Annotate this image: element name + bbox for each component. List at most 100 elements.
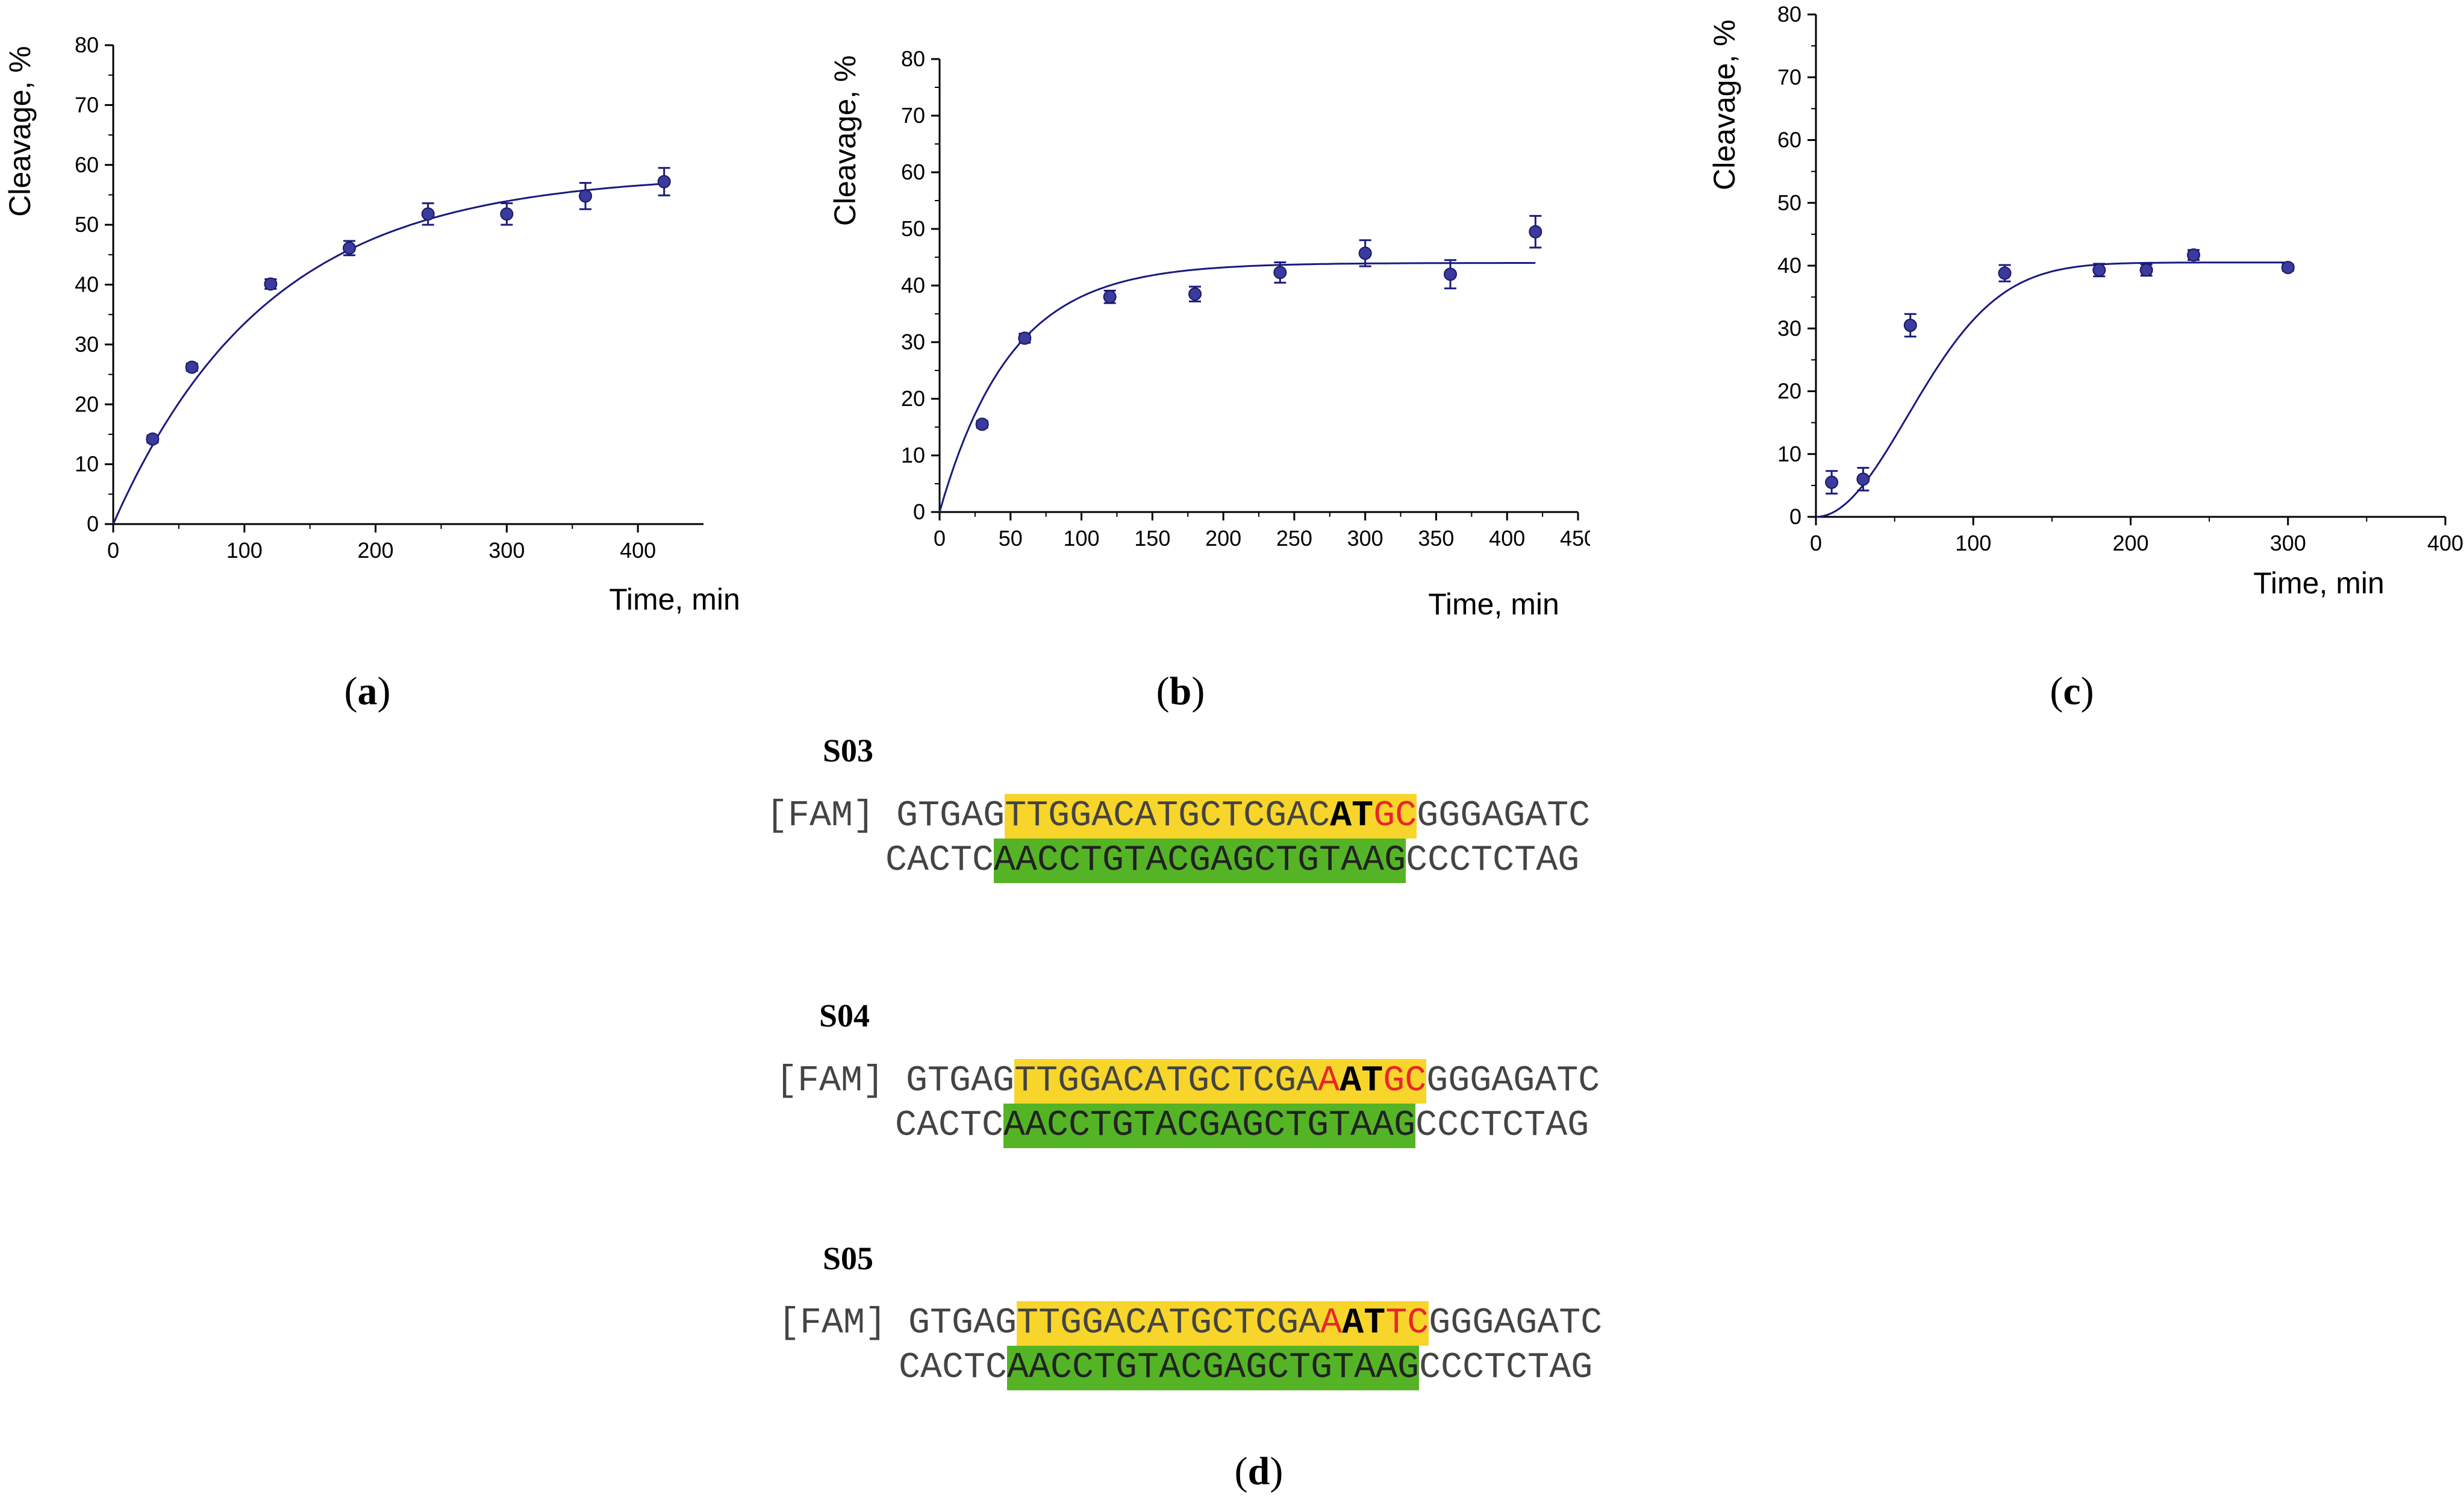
- data-point: [2139, 263, 2153, 277]
- flank-right: CCCTCTAG: [1419, 1348, 1593, 1389]
- hl-plain: TTGGACATGCTCGA: [1017, 1303, 1321, 1344]
- highlight-top: TTGGACATGCTCGACATGC: [1005, 794, 1417, 839]
- highlight-bottom: AACCTGTACGAGCTGTAAG: [1007, 1346, 1420, 1390]
- x-tick-label: 200: [358, 538, 394, 563]
- data-point: [1103, 290, 1117, 304]
- seq-s03-bottom: CACTCAACCTGTACGAGCTGTAAGCCCTCTAG: [885, 839, 1579, 883]
- x-tick-label: 0: [1810, 531, 1822, 555]
- x-tick-label: 450: [1560, 526, 1590, 551]
- data-point: [421, 207, 435, 221]
- fam-label: [FAM]: [776, 1061, 885, 1102]
- data-point: [2092, 263, 2106, 277]
- hl-red-end: TC: [1385, 1303, 1429, 1344]
- panel-label-c: (c): [2050, 669, 2094, 713]
- data-point: [1856, 472, 1870, 486]
- data-point: [264, 277, 278, 291]
- x-tick-label: 0: [107, 538, 119, 563]
- data-point: [1018, 331, 1032, 345]
- x-axis-label: Time, min: [609, 583, 740, 616]
- chart-c: 0 10 20 30 40 50 60 70 80 0 100 200 300 400 Time, min C…: [1708, 2, 2463, 600]
- y-tick-label: 0: [1789, 504, 1801, 529]
- hl-mut: A: [1320, 1303, 1343, 1344]
- panel-label-a: (a): [344, 669, 391, 713]
- highlight-bottom: AACCTGTACGAGCTGTAAG: [994, 839, 1406, 883]
- seq-title-s03: S03: [823, 733, 874, 769]
- flank-left: GTGAG: [896, 796, 1005, 837]
- data-point: [657, 175, 671, 189]
- x-tick-label: 300: [488, 538, 525, 563]
- y-tick-label: 50: [901, 216, 925, 241]
- y-tick-label: 10: [901, 443, 925, 467]
- y-tick-label: 50: [1777, 190, 1801, 215]
- y-tick-label: 20: [1777, 379, 1801, 404]
- x-axis-label: Time, min: [1428, 587, 1559, 621]
- data-point: [1825, 475, 1839, 489]
- data-point: [579, 189, 592, 203]
- data-point: [146, 432, 160, 446]
- data-point: [1529, 225, 1542, 239]
- y-tick-label: 80: [1777, 2, 1801, 27]
- x-tick-label: 400: [1489, 526, 1525, 551]
- x-tick-label: 200: [1205, 526, 1241, 551]
- data-point: [975, 417, 989, 431]
- flank-left: GTGAG: [908, 1303, 1017, 1344]
- hl-red-end: GC: [1383, 1061, 1427, 1102]
- hl-plain: TTGGACATGCTCGAC: [1005, 796, 1330, 837]
- y-tick-label: 60: [1777, 128, 1801, 152]
- fit-curve: [938, 262, 1536, 513]
- y-tick-label: 40: [1777, 253, 1801, 278]
- data-point: [1903, 319, 1917, 333]
- chart-b: 0 10 20 30 40 50 60 70 80 0 50 100 150 200 250 300 350 40…: [828, 46, 1590, 621]
- y-tick-label: 70: [1777, 64, 1801, 89]
- y-axis-label: Cleavage, %: [1708, 19, 1741, 190]
- data-point: [500, 207, 514, 221]
- data-point: [1188, 287, 1202, 301]
- flank-right: CCCTCTAG: [1406, 840, 1580, 881]
- y-tick-label: 70: [901, 103, 925, 128]
- flank-right: GGGAGATC: [1417, 796, 1591, 837]
- flank-left: CACTC: [885, 840, 994, 881]
- x-tick-label: 200: [2112, 531, 2148, 555]
- y-tick-label: 20: [901, 386, 925, 411]
- seq-title-s04: S04: [819, 998, 870, 1034]
- x-tick-label: 150: [1134, 526, 1170, 551]
- fit-curve: [112, 183, 664, 525]
- x-tick-label: 100: [1064, 526, 1100, 551]
- hl-bold: AT: [1330, 796, 1374, 837]
- data-point: [1273, 266, 1287, 280]
- data-point: [2281, 261, 2295, 275]
- highlight-top: TTGGACATGCTCGAAATTC: [1017, 1301, 1429, 1346]
- y-tick-label: 60: [75, 152, 99, 177]
- data-point: [1444, 267, 1457, 281]
- y-tick-label: 40: [75, 272, 99, 297]
- fam-label: [FAM]: [778, 1303, 887, 1344]
- x-tick-label: 350: [1418, 526, 1454, 551]
- y-axis-label: Cleavage, %: [828, 55, 862, 226]
- y-tick-label: 70: [75, 92, 99, 117]
- y-tick-label: 0: [913, 499, 925, 524]
- x-tick-label: 50: [999, 526, 1023, 551]
- hl-bold: AT: [1340, 1061, 1383, 1102]
- y-tick-label: 60: [901, 160, 925, 184]
- y-tick-label: 20: [75, 392, 99, 416]
- y-tick-label: 50: [75, 212, 99, 237]
- seq-title-s05: S05: [823, 1240, 874, 1276]
- flank-right: GGGAGATC: [1429, 1303, 1603, 1344]
- data-point: [2187, 248, 2200, 262]
- y-tick-label: 0: [87, 511, 99, 536]
- x-tick-label: 100: [226, 538, 263, 563]
- fit-curve: [1815, 261, 2288, 518]
- data-point: [185, 360, 199, 374]
- y-tick-label: 30: [1777, 316, 1801, 340]
- seq-s03-top: [FAM] GTGAGTTGGACATGCTCGACATGCGGGAGATC: [766, 794, 1590, 839]
- y-tick-label: 10: [75, 452, 99, 476]
- y-tick-label: 80: [75, 33, 99, 57]
- y-tick-label: 80: [901, 46, 925, 71]
- flank-right: CCCTCTAG: [1415, 1105, 1589, 1146]
- fam-label: [FAM]: [766, 796, 875, 837]
- y-axis-label: Cleavage, %: [3, 46, 37, 217]
- x-tick-label: 300: [2270, 531, 2306, 555]
- x-tick-label: 300: [1347, 526, 1383, 551]
- x-axis-label: Time, min: [2253, 566, 2384, 600]
